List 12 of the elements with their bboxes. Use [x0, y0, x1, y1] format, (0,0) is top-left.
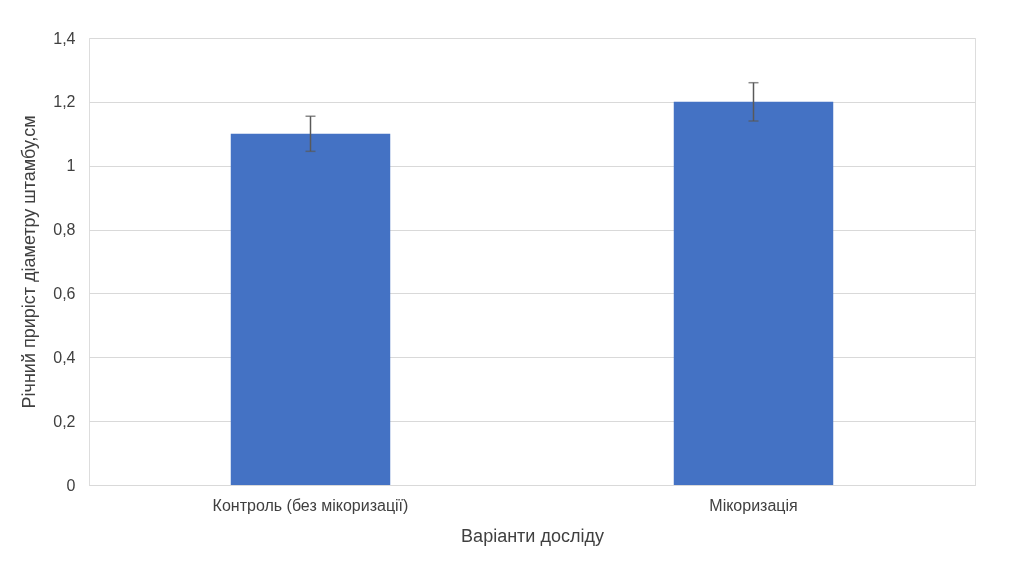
- x-axis-title: Варіанти досліду: [461, 525, 604, 546]
- y-tick-label: 0,4: [53, 348, 76, 366]
- x-tick-label: Контроль (без мікоризації): [212, 496, 409, 514]
- y-tick-label: 0,2: [53, 412, 76, 430]
- y-tick-label: 1,4: [53, 29, 76, 47]
- y-tick-label: 0,6: [53, 284, 76, 302]
- y-tick-label: 1: [66, 157, 76, 175]
- y-tick-label: 1,2: [53, 93, 76, 111]
- y-axis-title: Річний приріст діаметру штамбу,см: [19, 115, 40, 409]
- x-tick-label: Мікоризація: [709, 496, 798, 514]
- y-tick-label: 0,8: [53, 221, 76, 239]
- y-tick-label: 0: [66, 476, 76, 494]
